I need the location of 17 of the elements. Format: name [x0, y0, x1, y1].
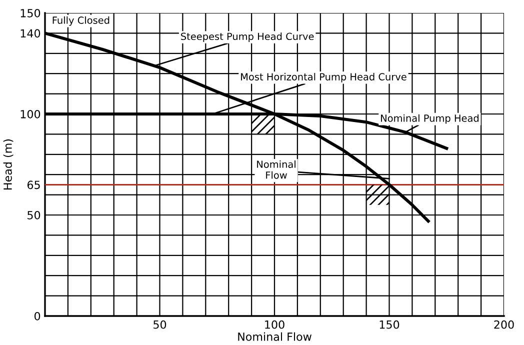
y-tick-label: 150: [20, 8, 40, 18]
y-axis-title: Head (m): [3, 139, 14, 190]
annotation: Fully Closed: [52, 16, 110, 26]
y-tick-label: 140: [20, 29, 40, 38]
x-tick-label: 150: [380, 320, 400, 329]
x-tick-label: 200: [494, 320, 514, 329]
x-tick-label: 100: [265, 320, 284, 329]
annotation: Nominal Flow: [257, 160, 296, 179]
x-axis-title: Nominal Flow: [238, 332, 312, 341]
y-tick-label: 50: [28, 210, 40, 220]
y-tick-label: 0: [34, 312, 40, 320]
annotation: Most Horizontal Pump Head Curve: [241, 72, 406, 82]
annotation: Steepest Pump Head Curve: [181, 32, 314, 42]
annotation: Nominal Pump Head: [381, 114, 478, 124]
y-tick-label: 65: [27, 180, 40, 190]
x-tick-label: 50: [154, 320, 166, 329]
y-tick-label: 100: [20, 110, 40, 118]
